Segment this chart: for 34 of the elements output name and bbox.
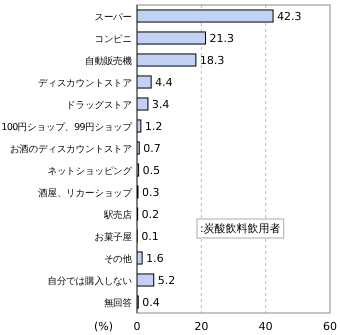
x-tick-label: 60 — [323, 320, 337, 333]
y-tick-label: コンビニ — [94, 34, 132, 45]
data-label: 4.4 — [155, 76, 173, 89]
data-label: 42.3 — [277, 10, 302, 23]
data-label: 1.6 — [146, 252, 164, 265]
y-tick-label: 駅売店 — [102, 209, 133, 221]
data-label: 0.7 — [143, 142, 161, 155]
data-label: 0.1 — [141, 230, 159, 243]
data-label: 0.3 — [142, 186, 160, 199]
data-label: 18.3 — [200, 54, 224, 67]
data-label: 3.4 — [152, 98, 170, 111]
y-tick-label: 自動販売機 — [84, 55, 133, 67]
data-label: 21.3 — [210, 32, 234, 45]
y-tick-label: お菓子屋 — [94, 231, 133, 243]
data-label: 0.5 — [142, 164, 160, 177]
annotation: :炭酸飲料飲用者 — [200, 222, 281, 235]
y-tick-label: ディスカウントストア — [38, 78, 133, 89]
y-tick-label: 酒屋、リカーショップ — [38, 187, 134, 199]
y-tick-label: お酒のディスカウントストア — [10, 143, 133, 155]
data-label: 0.4 — [142, 296, 160, 309]
x-axis-title: (%) — [94, 320, 113, 333]
x-tick-label: 0 — [134, 320, 140, 333]
y-tick-label: 100円ショップ、99円ショップ — [1, 121, 134, 133]
y-tick-label: スーパー — [94, 12, 133, 23]
y-tick-label: ネットショッピング — [47, 166, 134, 177]
x-tick-label: 20 — [194, 320, 208, 333]
y-tick-label: 無回答 — [104, 297, 133, 309]
y-tick-label: ドラッグストア — [66, 100, 133, 111]
data-label: 5.2 — [158, 274, 176, 287]
data-label: 1.2 — [144, 120, 162, 133]
y-tick-label: その他 — [104, 253, 133, 265]
y-tick-label: 自分では購入しない — [47, 275, 133, 287]
x-tick-label: 40 — [258, 320, 273, 333]
data-label: 0.2 — [142, 208, 160, 221]
